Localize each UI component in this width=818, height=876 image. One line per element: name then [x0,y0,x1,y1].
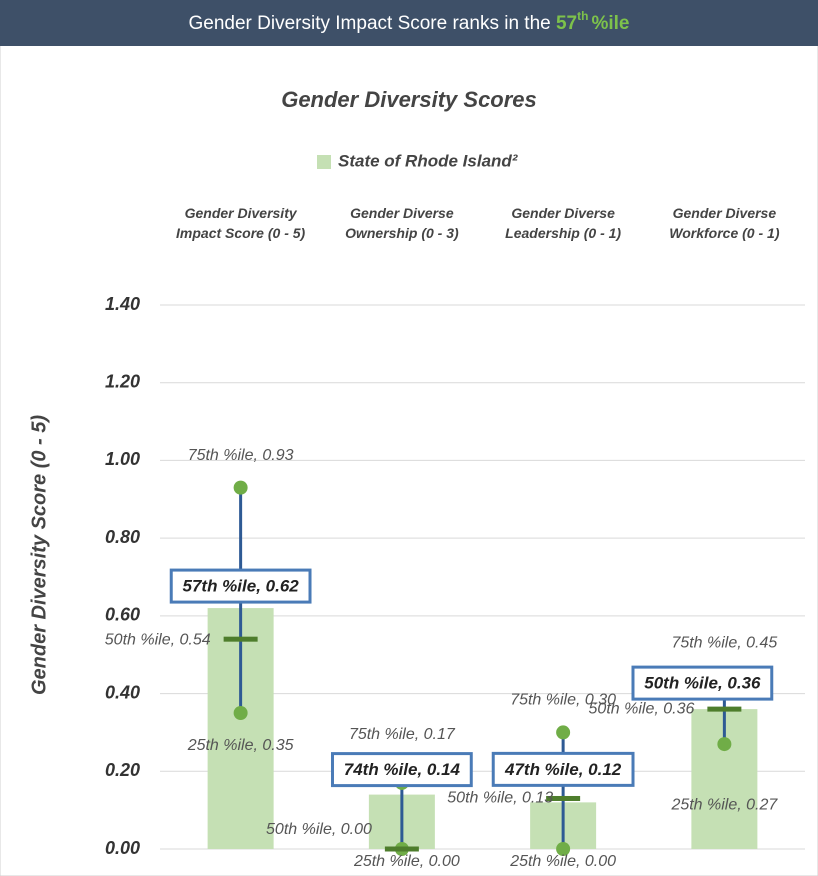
rank-box [491,751,635,787]
x-category-label: Gender Diverse Leadership (0 - 1) [505,205,621,241]
header-bar [0,0,818,46]
x-category-line: Gender Diverse [511,205,615,221]
p50-marker [384,846,419,852]
p25-point [233,706,248,720]
p50-label: 50th %ile, 0.54 [105,631,211,648]
p25-label: 25th %ile, 0.00 [509,853,616,870]
y-tick-label: 1.40 [105,294,140,314]
legend-label: State of Rhode Island² [338,151,519,170]
x-category-label: Gender Diversity Impact Score (0 - 5) [176,205,305,241]
p50-label: 50th %ile, 0.13 [447,790,553,807]
p75-label: 75th %ile, 0.93 [188,447,294,464]
x-category-line: Leadership (0 - 1) [505,225,621,241]
x-category-line: Workforce (0 - 1) [669,225,780,241]
y-tick-label: 0.40 [105,682,140,702]
p75-point [233,480,248,495]
x-category-label: Gender Diverse Workforce (0 - 1) [669,205,780,241]
p25-label: 25th %ile, 0.27 [670,796,778,813]
y-tick-label: 0.80 [105,527,140,547]
p50-label: 50th %ile, 0.36 [589,700,695,717]
p75-label: 75th %ile, 0.30 [510,692,616,709]
y-tick-label: 0.00 [105,838,140,858]
legend-swatch [317,155,331,169]
p50-label: 50th %ile, 0.00 [266,821,372,838]
rank-label: 50th %ile, 0.36 [644,674,761,693]
rank-label: 74th %ile, 0.14 [344,760,461,779]
header-text: Gender Diversity Impact Score ranks in t… [189,13,556,34]
rank-box [169,568,312,604]
p25-label: 25th %ile, 0.35 [187,737,294,754]
y-tick-label: 0.60 [105,605,140,625]
x-category-line: Gender Diverse [350,205,454,221]
rank-label: 57th %ile, 0.62 [183,577,300,596]
x-category-line: Gender Diversity [185,205,298,221]
x-category-line: Ownership (0 - 3) [345,225,459,241]
y-axis-label: Gender Diversity Score (0 - 5) [28,415,50,695]
p50-marker [707,706,742,712]
p50-marker [546,795,581,801]
header: Gender Diversity Impact Score ranks in t… [189,9,630,34]
rank-box [631,665,774,701]
p25-point [717,737,732,752]
p75-label: 75th %ile, 0.17 [349,726,456,743]
rank-box [330,752,473,788]
p25-label: 25th %ile, 0.00 [353,853,460,870]
rank-label: 47th %ile, 0.12 [504,760,622,779]
x-category-line: Impact Score (0 - 5) [176,225,305,241]
x-category-line: Gender Diverse [673,205,777,221]
p75-label: 75th %ile, 0.45 [671,634,777,651]
chart-title: Gender Diversity Scores [281,87,537,112]
p25-point [556,842,571,856]
p75-point [556,725,571,740]
y-tick-label: 1.00 [105,449,140,469]
y-tick-label: 1.20 [105,371,140,391]
header-unit: %ile [591,13,629,34]
p50-marker [223,636,258,642]
x-category-label: Gender Diverse Ownership (0 - 3) [345,205,459,241]
header-suffix: th [577,9,588,23]
header-rank: 57 [556,13,577,34]
y-tick-label: 0.20 [105,760,140,780]
